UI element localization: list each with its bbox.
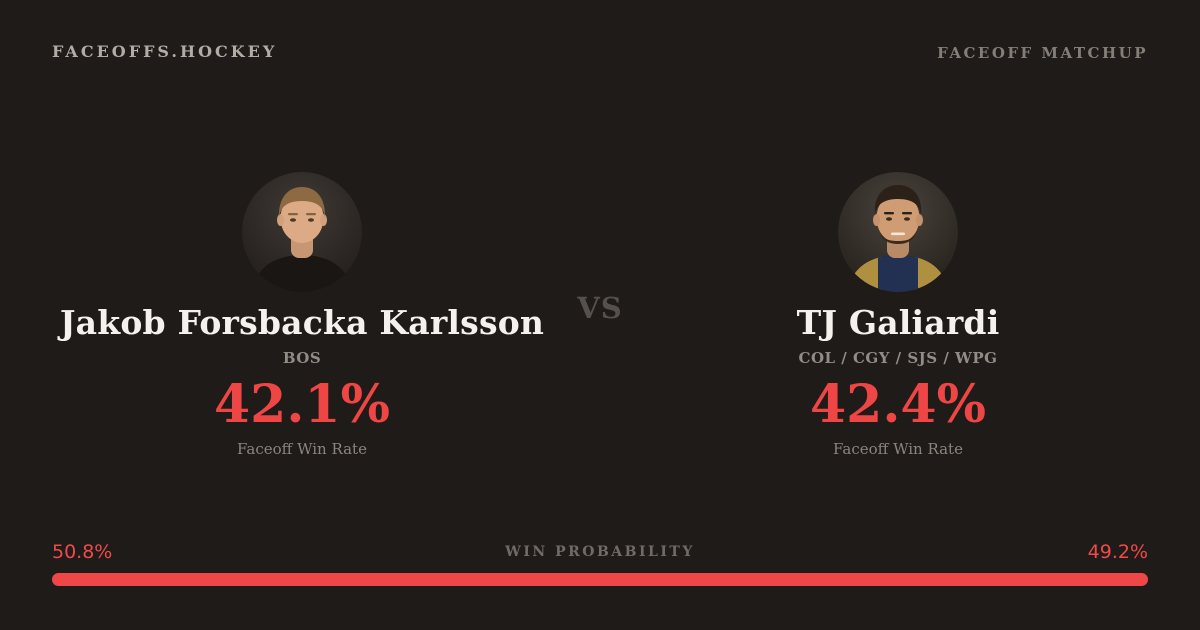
win-probability-bar xyxy=(52,573,1148,586)
player1-faceoff-win-rate: 42.1% xyxy=(213,374,391,435)
page-title: FACEOFF MATCHUP xyxy=(937,44,1148,62)
player2-headshot-illustration xyxy=(838,172,958,292)
win-bar-left-segment xyxy=(52,573,609,586)
player2-name: TJ Galiardi xyxy=(796,303,1000,342)
player1-headshot-illustration xyxy=(242,172,362,292)
player2-avatar xyxy=(838,172,958,292)
player1-stat-label: Faceoff Win Rate xyxy=(237,440,367,458)
player2-faceoff-win-rate: 42.4% xyxy=(809,374,987,435)
player2-stat-label: Faceoff Win Rate xyxy=(833,440,963,458)
player2-card: TJ Galiardi COL / CGY / SJS / WPG 42.4% … xyxy=(648,172,1148,458)
player1-avatar xyxy=(242,172,362,292)
player2-win-probability: 49.2% xyxy=(1087,541,1148,563)
player1-name: Jakob Forsbacka Karlsson xyxy=(59,303,545,342)
player1-win-probability: 50.8% xyxy=(52,541,113,563)
vs-label: VS xyxy=(577,291,623,325)
brand-logo-text: FACEOFFS.HOCKEY xyxy=(52,42,278,61)
player2-teams: COL / CGY / SJS / WPG xyxy=(798,349,998,367)
win-probability-title: WIN PROBABILITY xyxy=(505,544,695,560)
player1-card: Jakob Forsbacka Karlsson BOS 42.1% Faceo… xyxy=(52,172,552,458)
win-probability-labels: 50.8% WIN PROBABILITY 49.2% xyxy=(52,541,1148,563)
player1-teams: BOS xyxy=(282,349,322,367)
win-bar-right-segment xyxy=(608,573,1148,586)
